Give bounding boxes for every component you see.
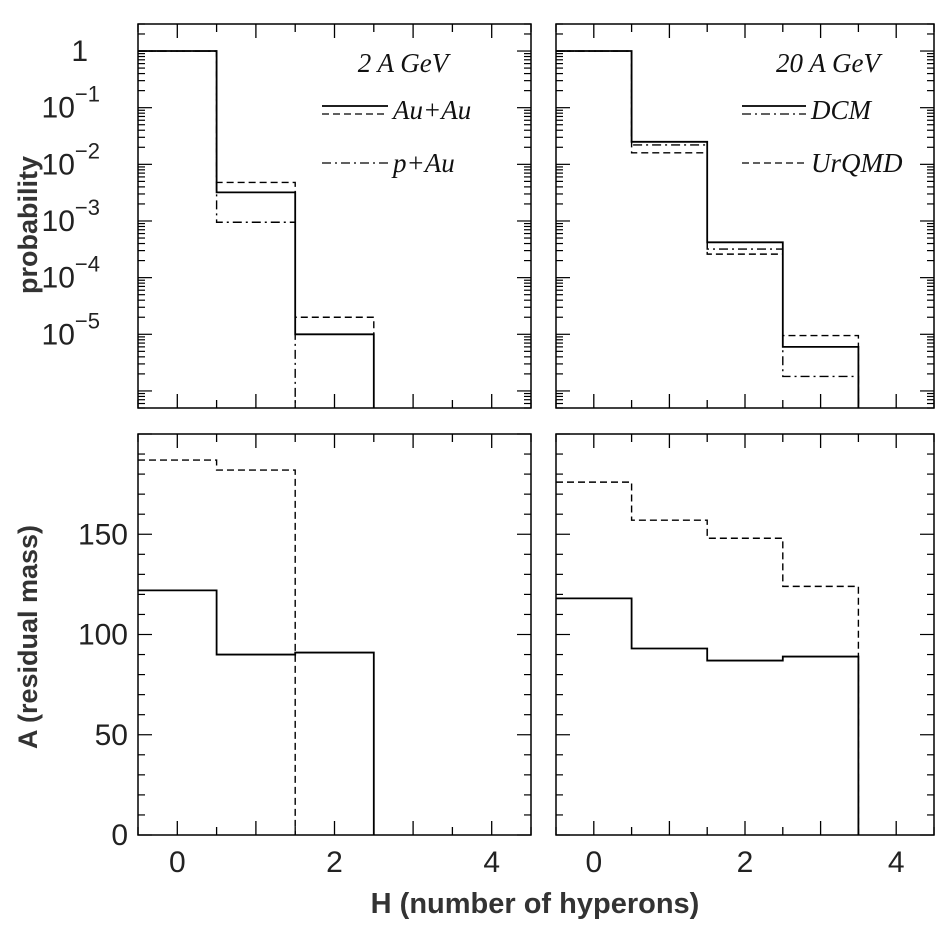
x-tick-label: 0 — [169, 846, 186, 879]
x-tick-label: 2 — [737, 846, 754, 879]
series-group — [138, 459, 375, 835]
panel-title: 20 A GeV — [776, 48, 883, 78]
y-tick-label: 1 — [71, 35, 88, 68]
plot-frame — [555, 433, 935, 836]
y-tick-label: 10−5 — [42, 308, 100, 351]
x-tick-label: 2 — [326, 846, 343, 879]
x-tick-label: 4 — [483, 846, 500, 879]
plot-frame — [137, 433, 532, 836]
histogram-solid — [556, 597, 860, 835]
y-tick-label: 150 — [78, 518, 128, 551]
histogram-dashed — [138, 459, 296, 835]
y-tick-base: 10 — [42, 318, 75, 351]
y-tick-exponent: −3 — [75, 195, 100, 220]
panel-bottom-right: 0 2 4 — [555, 433, 935, 879]
y-tick-exponent: −2 — [75, 138, 100, 163]
y-tick-label: 10−1 — [42, 82, 100, 125]
y-tick-label: 0 — [111, 819, 128, 852]
y-tick-base: 10 — [42, 148, 75, 181]
histogram-dashed — [556, 50, 860, 408]
y-tick-exponent: −1 — [75, 82, 100, 107]
y-tick-base: 10 — [42, 262, 75, 295]
legend-label: Au+Au — [391, 95, 471, 125]
histogram-dashdot — [556, 50, 860, 408]
legend-label: DCM — [810, 95, 873, 125]
series-group — [138, 50, 375, 408]
x-tick-label: 4 — [888, 846, 905, 879]
plot-frame — [555, 23, 935, 409]
panel-title: 2 A GeV — [358, 48, 452, 78]
y-tick-label: 50 — [95, 719, 128, 752]
series-group — [556, 481, 860, 835]
x-tick-label: 0 — [585, 846, 602, 879]
y-tick-exponent: −4 — [75, 252, 100, 277]
y-tick-label: 10−4 — [42, 252, 100, 295]
legend-label: p+Au — [391, 148, 455, 178]
y-tick-label: 100 — [78, 619, 128, 652]
y-tick-exponent: −5 — [75, 308, 100, 333]
legend-label: UrQMD — [811, 148, 903, 178]
y-tick-label: 10−3 — [42, 195, 100, 238]
y-tick-base: 10 — [42, 205, 75, 238]
y-axis-label-bottom: A (residual mass) — [13, 525, 43, 749]
x-axis-label: H (number of hyperons) — [371, 888, 700, 920]
histogram-solid — [138, 589, 375, 835]
panel-bottom-left: 0 2 4 0 50 100 150 — [78, 433, 532, 879]
panel-top-right: 20 A GeV DCM UrQMD — [555, 23, 935, 409]
histogram-dashdot — [138, 50, 296, 408]
series-group — [556, 50, 860, 408]
y-tick-base: 10 — [42, 92, 75, 125]
y-tick-label: 10−2 — [42, 138, 100, 181]
y-axis-label-top: probability — [13, 156, 43, 294]
plot-frame — [137, 23, 532, 409]
histogram-dashed — [556, 481, 860, 835]
